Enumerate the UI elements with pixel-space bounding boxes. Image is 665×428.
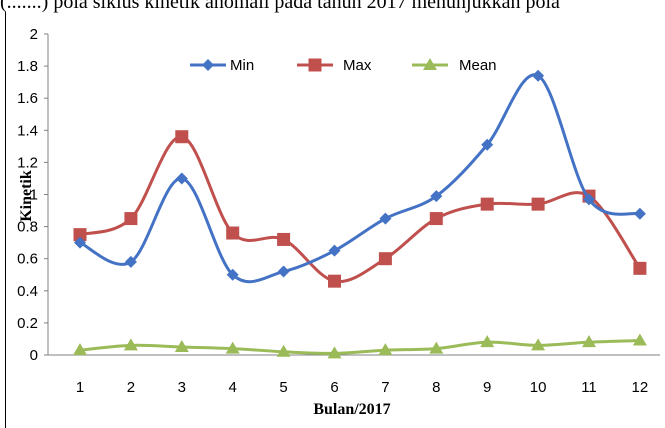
data-point-min [481,138,494,151]
data-point-mean [123,338,138,351]
legend-marker-mean [423,58,437,70]
data-point-mean [378,343,393,356]
data-point-min [328,244,341,257]
y-tick-label: 2 [30,26,38,43]
data-point-mean [531,338,546,351]
x-tick-label: 4 [229,379,237,396]
data-point-min [633,207,646,220]
data-point-max [531,197,545,211]
x-tick-label: 5 [279,379,287,396]
x-tick-label: 3 [178,379,186,396]
data-point-max [480,197,494,211]
x-tick-label: 10 [530,379,547,396]
data-point-mean [174,339,189,352]
y-tick-label: 0 [30,347,38,364]
data-point-max [277,232,291,246]
y-tick-label: 1.4 [17,122,38,139]
data-point-min [277,265,290,278]
y-tick-label: 0.6 [17,251,38,268]
data-point-min [74,236,86,249]
data-point-mean [225,341,240,354]
data-point-min [226,268,239,281]
legend-label-max: Max [343,57,372,74]
y-tick-label: 0.4 [17,283,38,300]
series-line-max [79,135,642,284]
data-point-mean [632,333,647,346]
data-point-mean [327,346,342,359]
x-tick-label: 2 [127,379,135,396]
data-point-max [124,212,138,226]
y-tick-label: 1.6 [17,90,38,107]
x-tick-label: 1 [76,379,84,396]
y-tick-label: 1 [30,187,38,204]
x-tick-label: 11 [581,379,597,396]
data-point-max [328,274,341,288]
data-point-min [379,212,392,225]
data-point-mean [429,341,444,354]
legend-label-min: Min [230,57,254,74]
data-point-max [175,130,189,144]
x-axis-title: Bulan/2017 [313,401,390,418]
data-point-mean [73,343,87,356]
data-point-mean [480,335,495,348]
data-point-max [633,261,647,275]
data-point-max [378,252,392,266]
data-point-min [583,193,595,206]
x-tick-label: 6 [330,379,338,396]
y-axis-title: Kinetik [18,170,35,222]
x-tick-label: 8 [432,379,440,396]
data-point-mean [276,344,291,357]
legend-label-mean: Mean [459,57,497,74]
y-tick-label: 1.2 [17,154,38,171]
y-tick-label: 0.2 [17,315,38,332]
data-point-min [430,190,443,203]
x-tick-label: 9 [483,379,491,396]
data-point-max [73,228,87,242]
y-tick-label: 0.8 [17,219,38,236]
data-point-min [124,255,137,268]
chart-frame-left-border [5,12,6,428]
series-line-mean [79,339,640,355]
series-line-min [79,73,641,284]
y-tick-label: 1.8 [17,58,38,75]
data-point-max [429,212,443,226]
data-point-min [175,172,188,185]
x-tick-label: 12 [632,379,649,396]
legend-marker-min [202,59,214,71]
data-point-max [226,226,240,240]
legend-marker-max [308,58,322,72]
cropped-header-text: (.......) pola siklus kinetik anomali pa… [0,0,560,13]
x-tick-label: 7 [381,379,389,396]
data-point-mean [582,335,596,348]
data-point-min [532,69,545,82]
